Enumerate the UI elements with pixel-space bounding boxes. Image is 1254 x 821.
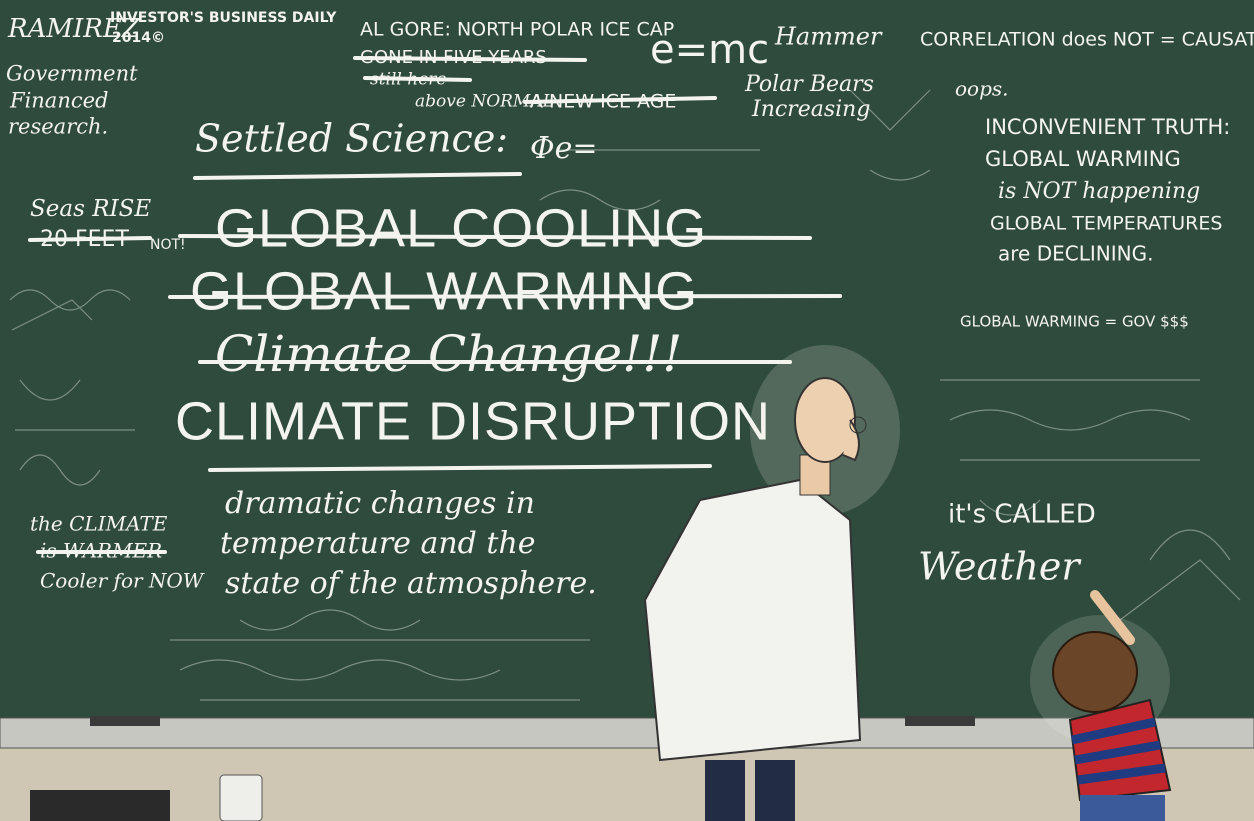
- strike: [30, 238, 150, 240]
- note: Φe=: [530, 131, 598, 166]
- definition: temperature and the: [220, 526, 536, 561]
- note: oops.: [955, 77, 1009, 101]
- note: Increasing: [751, 97, 870, 122]
- term: CLIMATE DISRUPTION: [175, 391, 771, 451]
- leg: [705, 760, 745, 821]
- note: is NOT happening: [998, 179, 1200, 204]
- note: CORRELATION does NOT = CAUSATION: [920, 29, 1254, 51]
- term: Climate Change!!!: [215, 325, 682, 383]
- cartoon: RAMIREZ INVESTOR'S BUSINESS DAILY 2014© …: [0, 0, 1254, 821]
- shorts: [1080, 795, 1165, 821]
- publication: INVESTOR'S BUSINESS DAILY: [110, 10, 337, 26]
- note: GLOBAL TEMPERATURES: [990, 213, 1222, 235]
- term: GLOBAL WARMING: [190, 261, 698, 321]
- note: GLOBAL WARMING: [985, 147, 1181, 171]
- note: e=mc: [650, 27, 769, 73]
- strike: [170, 296, 840, 297]
- note: research.: [8, 115, 108, 139]
- heading: Settled Science:: [195, 117, 508, 161]
- note: GLOBAL WARMING = GOV $$$: [960, 313, 1189, 331]
- note: Polar Bears: [744, 72, 874, 97]
- leg: [755, 760, 795, 821]
- outlet: [220, 775, 262, 821]
- hair: [1053, 632, 1137, 712]
- note: INCONVENIENT TRUTH:: [985, 115, 1230, 139]
- note: are DECLINING.: [998, 242, 1153, 266]
- note: the CLIMATE: [30, 512, 168, 536]
- kid-writing: Weather: [918, 545, 1082, 589]
- note: Hammer: [774, 23, 883, 51]
- year: 2014©: [112, 30, 165, 46]
- note: AL GORE: NORTH POLAR ICE CAP: [360, 19, 674, 41]
- term: GLOBAL COOLING: [215, 198, 707, 258]
- eraser: [90, 716, 160, 726]
- eraser: [905, 716, 975, 726]
- definition: dramatic changes in: [225, 486, 535, 521]
- kid-writing: it's CALLED: [948, 500, 1096, 530]
- wastebasket: [30, 790, 170, 821]
- note: Cooler for NOW: [40, 569, 205, 593]
- note: Financed: [9, 89, 109, 113]
- note: NOT!: [150, 237, 186, 253]
- strike: [180, 236, 810, 238]
- strike: [355, 58, 585, 60]
- note: Seas RISE: [30, 196, 151, 222]
- strike: [365, 78, 470, 80]
- definition: state of the atmosphere.: [225, 566, 597, 601]
- note: Government: [6, 62, 138, 86]
